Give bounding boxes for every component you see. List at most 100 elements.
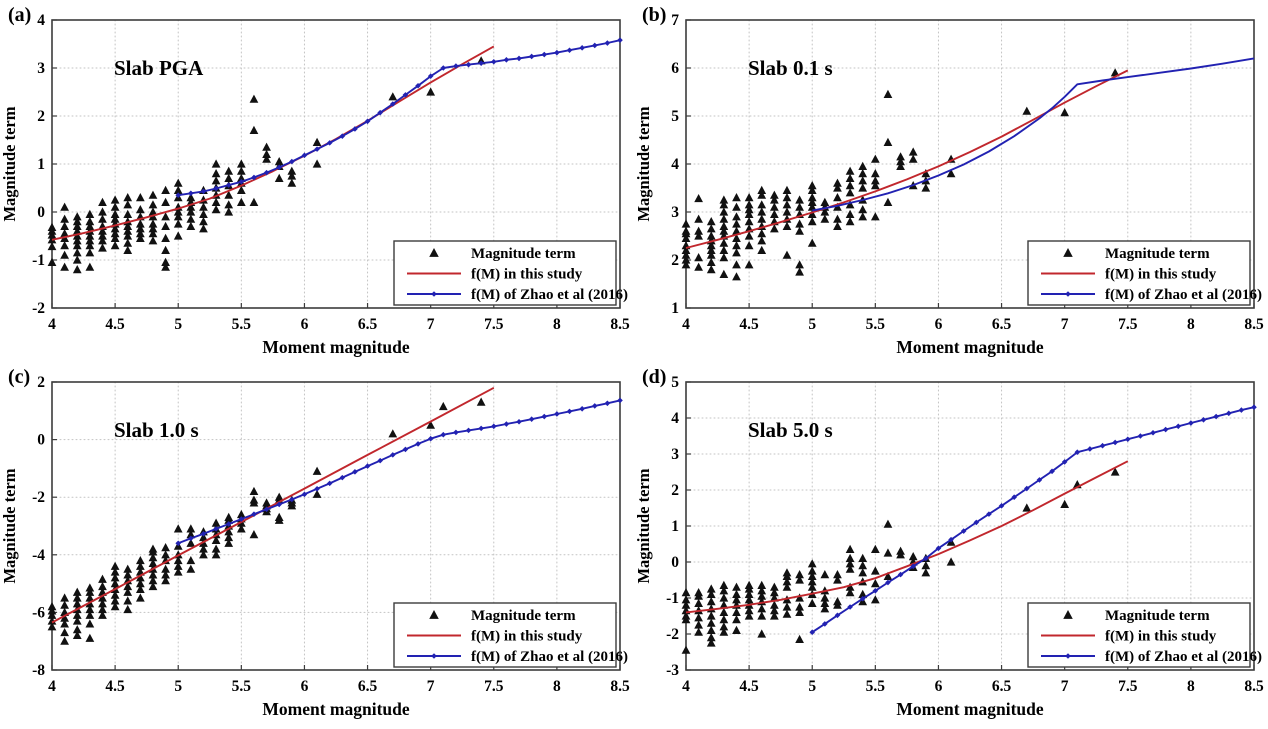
scatter-point [681, 226, 691, 235]
scatter-point [60, 241, 69, 250]
scatter-point [476, 397, 486, 406]
x-tick-label: 6 [935, 316, 943, 333]
legend-triangle-symbol [1063, 610, 1073, 619]
y-tick-label: 1 [37, 156, 45, 173]
panel-letter-d: (d) [642, 366, 667, 388]
diamond-marker [897, 571, 904, 578]
y-tick-label: 2 [671, 252, 679, 269]
scatter-point [946, 557, 956, 566]
x-tick-label: 8 [1187, 678, 1195, 695]
scatter-point [896, 157, 905, 166]
scatter-point [870, 595, 880, 604]
scatter-point [224, 527, 234, 536]
x-tick-label: 4.5 [105, 316, 125, 333]
y-tick-label: 3 [671, 446, 679, 463]
x-tick-label: 7.5 [1118, 316, 1138, 333]
diamond-marker [554, 49, 560, 56]
scatter-point [719, 269, 729, 278]
panel-title: Slab 5.0 s [748, 418, 833, 442]
scatter-point [858, 183, 868, 192]
scatter-point [85, 610, 95, 619]
scatter-point [807, 566, 817, 575]
scatter-point [732, 193, 741, 202]
diamond-marker [263, 506, 270, 513]
scatter-point [161, 555, 170, 565]
panel-c: (c) 4 4.5 5 5.5 6 6.5 7 7.5 8 8.5 -8 -6 -4 -2 0 2 Moment… [0, 362, 634, 724]
scatter-point [186, 193, 196, 202]
scatter-point [744, 241, 754, 250]
scatter-point [757, 629, 767, 638]
scatter-point [807, 185, 817, 194]
scatter-point [148, 576, 158, 585]
scatter-point [807, 238, 817, 247]
scatter-point [161, 262, 170, 271]
scatter-point [274, 173, 284, 182]
x-tick-label: 5 [808, 316, 816, 333]
scatter-point [110, 229, 120, 238]
scatter-point [921, 561, 931, 570]
diamond-marker [617, 37, 623, 43]
scatter-point [236, 524, 246, 533]
scatter-point [123, 564, 133, 573]
scatter-point [98, 226, 107, 235]
scatter-point [782, 185, 792, 194]
scatter-point [719, 253, 729, 262]
scatter-point [757, 236, 767, 245]
diamond-marker [251, 511, 257, 517]
scatter-point [681, 219, 691, 228]
scatter-point [211, 550, 221, 559]
diamond-marker [541, 51, 548, 58]
diamond-marker [175, 192, 182, 198]
scatter-point [807, 202, 817, 211]
y-axis-label: Magnitude term [634, 468, 653, 583]
diamond-marker [390, 101, 396, 107]
scatter-point [60, 214, 69, 223]
scatter-point [681, 255, 691, 264]
scatter-point [211, 169, 221, 178]
diamond-marker [263, 169, 270, 176]
scatter-point [896, 546, 905, 555]
scatter-point [694, 588, 703, 597]
scatter-point [224, 166, 234, 175]
diamond-marker [213, 185, 219, 192]
scatter-point [110, 596, 120, 605]
diamond-marker [809, 629, 816, 635]
scatter-point [858, 568, 868, 577]
scatter-point [694, 598, 703, 607]
scatter-point [211, 544, 221, 553]
scatter-point [807, 571, 817, 580]
scatter-point [883, 571, 893, 580]
scatter-point [148, 570, 158, 579]
y-tick-label: 0 [37, 204, 45, 221]
diamond-marker [225, 182, 232, 188]
scatter-point [123, 596, 133, 605]
diamond-marker [453, 63, 459, 69]
scatter-point [161, 185, 170, 194]
scatter-point [769, 202, 779, 211]
scatter-point [98, 231, 107, 240]
scatter-point [110, 561, 120, 570]
scatter-point [110, 573, 120, 582]
legend-triangle-symbol [1063, 248, 1073, 257]
scatter-point [769, 224, 779, 233]
scatter-point [135, 224, 145, 233]
scatter-point [224, 512, 234, 521]
scatter-point [719, 200, 729, 209]
scatter-point [845, 173, 855, 182]
scatter-point [186, 207, 196, 216]
scatter-point [757, 214, 767, 223]
x-tick-label: 5 [174, 678, 182, 695]
scatter-point [161, 221, 170, 230]
chart-slab-0-1s: 4 4.5 5 5.5 6 6.5 7 7.5 8 8.5 1 2 3 4 5 6 7 Moment magnit… [634, 0, 1268, 362]
scatter-point [732, 202, 741, 211]
scatter-point [173, 219, 183, 228]
scatter-point [858, 169, 868, 178]
scatter-point [72, 212, 82, 221]
diamond-marker [465, 427, 472, 434]
scatter-point [161, 576, 170, 585]
scatter-point [845, 181, 855, 190]
scatter-point [732, 589, 741, 598]
scatter-point [883, 548, 893, 557]
scatter-point [807, 582, 817, 591]
x-tick-label: 6 [301, 316, 309, 333]
